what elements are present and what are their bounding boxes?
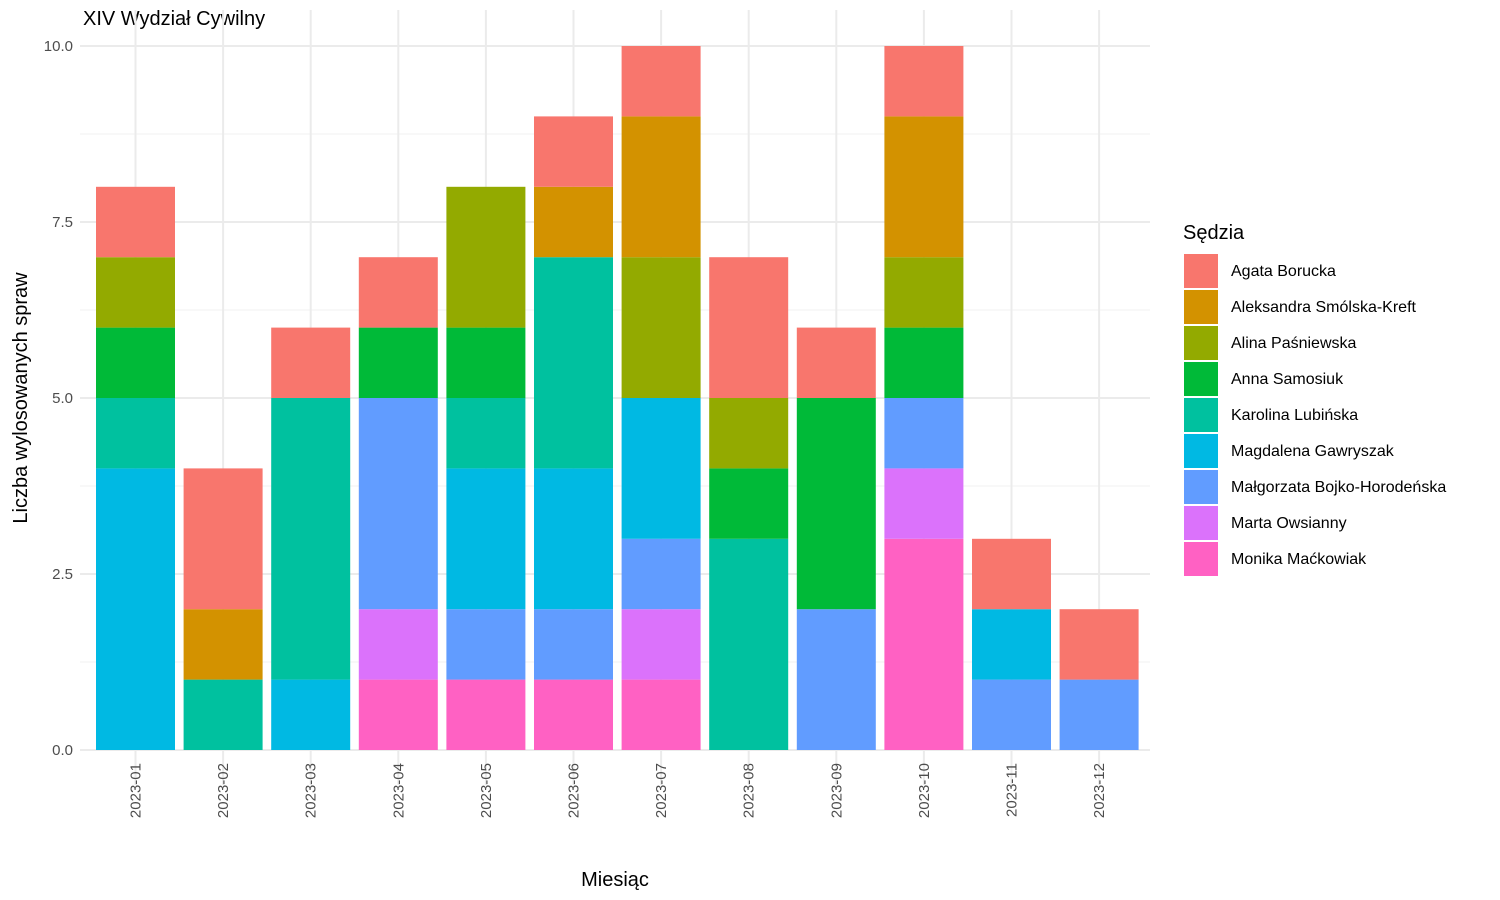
- bar-segment: [1059, 679, 1139, 750]
- y-tick-label: 0.0: [52, 742, 73, 759]
- bar-segment: [446, 186, 526, 328]
- bar-segment: [96, 257, 175, 328]
- bar-segment: [446, 679, 526, 750]
- bar-segment: [358, 327, 438, 398]
- bar-segment: [709, 538, 789, 750]
- bar-segment: [534, 116, 613, 187]
- bar-segment: [621, 679, 701, 750]
- bar-segment: [621, 609, 701, 680]
- bar-segment: [96, 186, 175, 258]
- bar-segment: [358, 679, 438, 750]
- bar-segment: [884, 46, 964, 117]
- x-tick-label: 2023-12: [1091, 763, 1108, 818]
- legend-label: Monika Maćkowiak: [1231, 551, 1367, 568]
- bar-segment: [621, 46, 701, 117]
- legend-swatch: [1184, 542, 1218, 576]
- y-tick-label: 10.0: [44, 38, 73, 55]
- bar-segment: [96, 398, 175, 469]
- bar-segment: [621, 398, 701, 539]
- x-tick-label: 2023-08: [741, 763, 758, 818]
- x-tick-label: 2023-05: [478, 763, 495, 818]
- y-tick-label: 7.5: [52, 214, 73, 231]
- legend-label: Aleksandra Smólska-Kreft: [1231, 299, 1417, 316]
- bar-segment: [358, 257, 438, 328]
- chart-title: XIV Wydział Cywilny: [83, 8, 266, 30]
- bar-segment: [621, 116, 701, 258]
- x-tick-label: 2023-06: [566, 763, 583, 818]
- bar-segment: [884, 116, 964, 258]
- bar-segment: [709, 398, 789, 469]
- bar-segment: [972, 538, 1051, 610]
- bar-segment: [358, 609, 438, 680]
- legend-swatch: [1184, 254, 1218, 288]
- bar-segment: [271, 679, 351, 750]
- legend-swatch: [1184, 470, 1218, 504]
- x-tick-label: 2023-03: [303, 763, 320, 818]
- bar-segment: [446, 468, 526, 610]
- bar-segment: [271, 327, 351, 398]
- bar-segment: [884, 398, 964, 469]
- bar-segment: [796, 609, 876, 750]
- bar-segment: [972, 609, 1051, 680]
- legend-label: Marta Owsianny: [1231, 515, 1347, 532]
- bar-segment: [446, 609, 526, 680]
- x-tick-label: 2023-09: [828, 763, 845, 818]
- bar-segment: [183, 468, 263, 610]
- legend-swatch: [1184, 326, 1218, 360]
- bar-segment: [709, 468, 789, 539]
- bar-segment: [534, 186, 613, 258]
- bar-segment: [534, 257, 613, 469]
- y-axis-title: Liczba wylosowanych spraw: [10, 272, 32, 524]
- bar-segment: [621, 257, 701, 398]
- bar-segment: [183, 609, 263, 680]
- legend-label: Magdalena Gawryszak: [1231, 443, 1395, 460]
- bar-segment: [183, 679, 263, 750]
- x-tick-label: 2023-02: [215, 763, 232, 818]
- legend-swatch: [1184, 506, 1218, 540]
- bar-segment: [796, 327, 876, 398]
- bar-segment: [446, 327, 526, 398]
- y-tick-label: 2.5: [52, 566, 73, 583]
- legend-label: Alina Paśniewska: [1231, 335, 1357, 352]
- bar-segment: [271, 398, 351, 680]
- bar-segment: [1059, 609, 1139, 680]
- x-tick-label: 2023-01: [128, 763, 145, 818]
- x-tick-label: 2023-07: [653, 763, 670, 818]
- bar-segment: [96, 468, 175, 750]
- bar-segment: [884, 538, 964, 750]
- x-tick-label: 2023-11: [1004, 763, 1021, 817]
- bar-segment: [796, 398, 876, 610]
- bar-segment: [972, 679, 1051, 750]
- legend-swatch: [1184, 362, 1218, 396]
- legend-label: Małgorzata Bojko-Horodeńska: [1231, 479, 1446, 496]
- bar-segment: [884, 257, 964, 328]
- legend-title: Sędzia: [1183, 222, 1245, 244]
- legend-swatch: [1184, 434, 1218, 468]
- x-tick-label: 2023-04: [390, 763, 407, 818]
- x-tick-label: 2023-10: [916, 763, 933, 818]
- bar-segment: [621, 538, 701, 610]
- bar-segment: [534, 679, 613, 750]
- bar-segment: [709, 257, 789, 398]
- bar-segment: [446, 398, 526, 469]
- legend-label: Anna Samosiuk: [1231, 371, 1344, 388]
- bar-segment: [884, 468, 964, 539]
- bar-segment: [96, 327, 175, 398]
- legend-swatch: [1184, 290, 1218, 324]
- bar-segment: [358, 398, 438, 610]
- legend-label: Karolina Lubińska: [1231, 407, 1358, 424]
- legend-swatch: [1184, 398, 1218, 432]
- legend-label: Agata Borucka: [1231, 263, 1336, 280]
- x-axis-title: Miesiąc: [581, 869, 649, 891]
- bar-segment: [534, 468, 613, 610]
- bar-segment: [884, 327, 964, 398]
- bar-segment: [534, 609, 613, 680]
- y-tick-label: 5.0: [52, 390, 73, 407]
